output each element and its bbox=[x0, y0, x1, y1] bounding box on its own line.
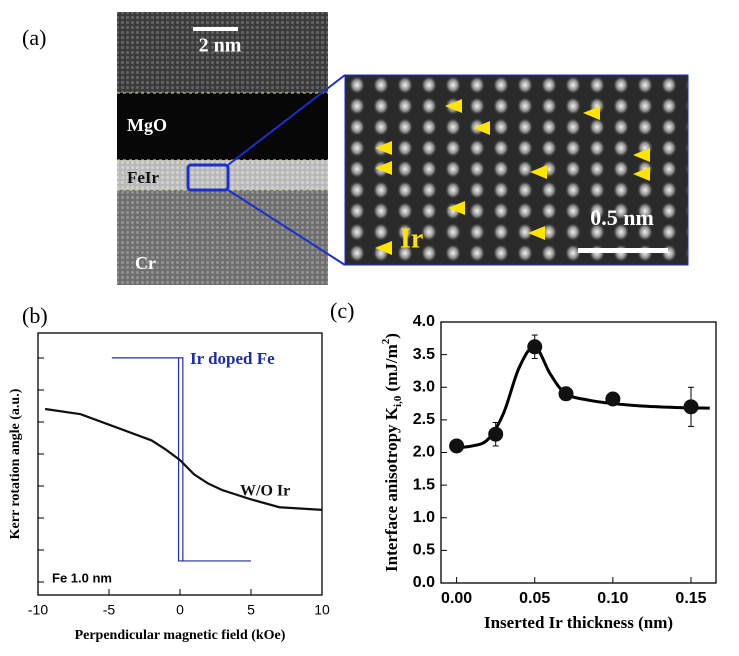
x-tick-label: 10 bbox=[314, 602, 330, 618]
x-axis-label: Inserted Ir thickness (nm) bbox=[484, 613, 673, 632]
y-tick-label: 3.0 bbox=[413, 378, 435, 395]
y-tick-label: 0.0 bbox=[413, 574, 435, 591]
data-line bbox=[111, 357, 251, 562]
x-tick-label: 0.10 bbox=[597, 590, 628, 607]
panel-label: (c) bbox=[330, 298, 354, 323]
legend-label: W/O Ir bbox=[240, 483, 290, 500]
y-tick-label: 0.5 bbox=[413, 542, 435, 559]
x-tick-label: 5 bbox=[247, 602, 255, 618]
y-axis-label-part: i,0 bbox=[392, 395, 404, 407]
y-tick-label: 1.5 bbox=[413, 476, 435, 493]
tem-image bbox=[117, 12, 346, 285]
plot-frame bbox=[440, 321, 717, 584]
data-point bbox=[488, 426, 504, 442]
data-point bbox=[558, 386, 574, 402]
y-axis-label-part: 2 bbox=[380, 338, 392, 344]
data-point bbox=[449, 438, 465, 454]
y-tick-label: 1.0 bbox=[413, 509, 435, 526]
fit-curve bbox=[453, 345, 710, 450]
y-tick-label: 2.0 bbox=[413, 444, 435, 461]
y-axis-label: Kerr rotation angle (a.u.) bbox=[8, 388, 23, 539]
x-tick-label: 0 bbox=[176, 602, 184, 618]
y-tick-label: 4.0 bbox=[413, 313, 435, 330]
hrtem-image bbox=[344, 74, 689, 266]
y-axis-label: Interface anisotropy Ki,0 (mJ/m2) bbox=[380, 333, 404, 572]
atom-label: Ir bbox=[400, 223, 423, 254]
layer-label: Cr bbox=[135, 253, 156, 273]
layer-label: MgO bbox=[127, 115, 167, 135]
plot-frame bbox=[37, 332, 323, 596]
x-axis-label: Perpendicular magnetic field (kOe) bbox=[75, 628, 286, 643]
x-tick-label: -5 bbox=[103, 602, 116, 618]
x-tick-label: 0.00 bbox=[441, 590, 472, 607]
y-axis-label-part: (mJ/m bbox=[382, 344, 401, 395]
y-axis-label-part: Interface anisotropy K bbox=[382, 406, 401, 572]
x-tick-label: -10 bbox=[28, 602, 48, 618]
y-tick-label: 3.5 bbox=[413, 346, 435, 363]
panel-label: (b) bbox=[22, 303, 48, 328]
data-point bbox=[527, 339, 543, 355]
x-tick-label: 0.15 bbox=[675, 590, 706, 607]
layer-label: FeIr bbox=[127, 168, 160, 187]
data-point bbox=[683, 399, 699, 415]
scale-label: 0.5 nm bbox=[590, 205, 654, 230]
scale-label: 2 nm bbox=[199, 35, 242, 57]
panel-label: (a) bbox=[22, 25, 46, 50]
y-tick-label: 2.5 bbox=[413, 411, 435, 428]
x-tick-label: 0.05 bbox=[519, 590, 550, 607]
y-axis-label-part: ) bbox=[382, 333, 401, 339]
annotation: Fe 1.0 nm bbox=[52, 570, 112, 585]
data-line bbox=[44, 407, 323, 511]
legend-label: Ir doped Fe bbox=[190, 349, 275, 368]
data-point bbox=[605, 391, 621, 407]
